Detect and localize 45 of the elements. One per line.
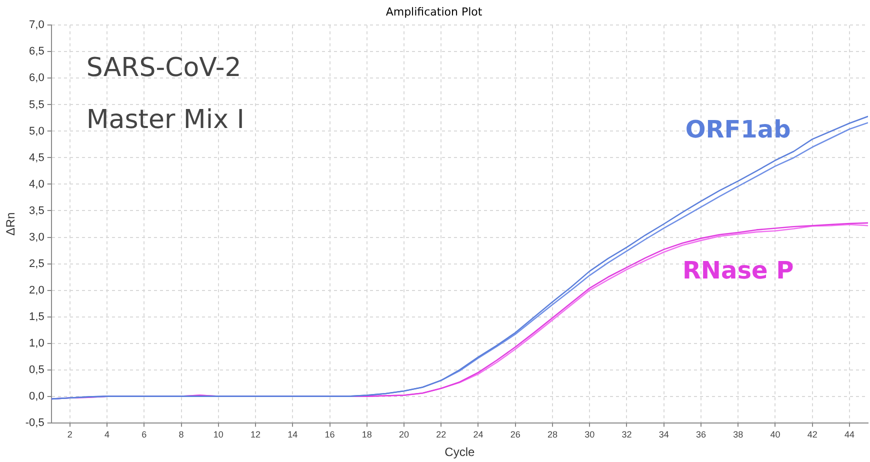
y-tick-label: 5,0 <box>29 125 44 138</box>
x-tick-label: 40 <box>770 430 780 440</box>
series-label: ORF1ab <box>685 115 791 144</box>
x-tick-label: 30 <box>584 430 595 440</box>
x-tick-label: 38 <box>733 430 744 440</box>
x-tick-label: 22 <box>436 430 446 440</box>
y-tick-label: 0,0 <box>29 390 44 402</box>
x-tick-label: 4 <box>104 430 110 440</box>
y-tick-label: 1,5 <box>29 310 44 323</box>
x-axis-title: Cycle <box>444 445 475 460</box>
x-tick-label: 6 <box>142 430 147 440</box>
annotation: SARS-CoV-2 <box>86 52 242 83</box>
y-tick-label: 4,5 <box>29 152 44 164</box>
x-tick-label: 42 <box>807 430 818 440</box>
y-tick-label: 6,5 <box>29 46 44 58</box>
y-tick-label: -0,5 <box>25 416 44 429</box>
x-tick-label: 16 <box>324 430 335 440</box>
x-tick-label: 26 <box>510 430 520 440</box>
x-tick-label: 34 <box>658 430 669 440</box>
y-tick-label: 3,0 <box>29 231 44 244</box>
y-axis-title: ΔRn <box>4 212 18 236</box>
x-tick-label: 12 <box>250 430 261 440</box>
x-tick-label: 24 <box>473 430 484 440</box>
x-tick-label: 10 <box>213 430 224 440</box>
x-tick-label: 20 <box>398 430 410 440</box>
y-tick-label: 0,5 <box>29 364 44 376</box>
y-tick-label: 5,5 <box>29 98 44 111</box>
y-tick-label: 1,0 <box>29 337 44 350</box>
x-tick-label: 14 <box>288 430 298 440</box>
x-tick-label: 8 <box>178 430 184 440</box>
y-tick-label: 7,0 <box>29 19 44 32</box>
chart-title: Amplification Plot <box>386 5 483 18</box>
x-tick-label: 18 <box>362 430 372 440</box>
x-tick-label: 2 <box>67 430 72 440</box>
x-tick-label: 44 <box>844 430 854 440</box>
y-tick-label: 4,0 <box>29 178 44 190</box>
x-tick-label: 36 <box>696 430 706 440</box>
x-tick-label: 28 <box>547 430 558 440</box>
y-tick-label: 2,5 <box>29 258 44 270</box>
annotation: Master Mix I <box>86 104 244 135</box>
y-tick-label: 3,5 <box>29 204 44 217</box>
x-tick-label: 32 <box>622 430 632 440</box>
y-tick-label: 2,0 <box>29 284 44 296</box>
y-tick-label: 6,0 <box>29 72 44 84</box>
series-label: RNase P <box>682 256 794 285</box>
